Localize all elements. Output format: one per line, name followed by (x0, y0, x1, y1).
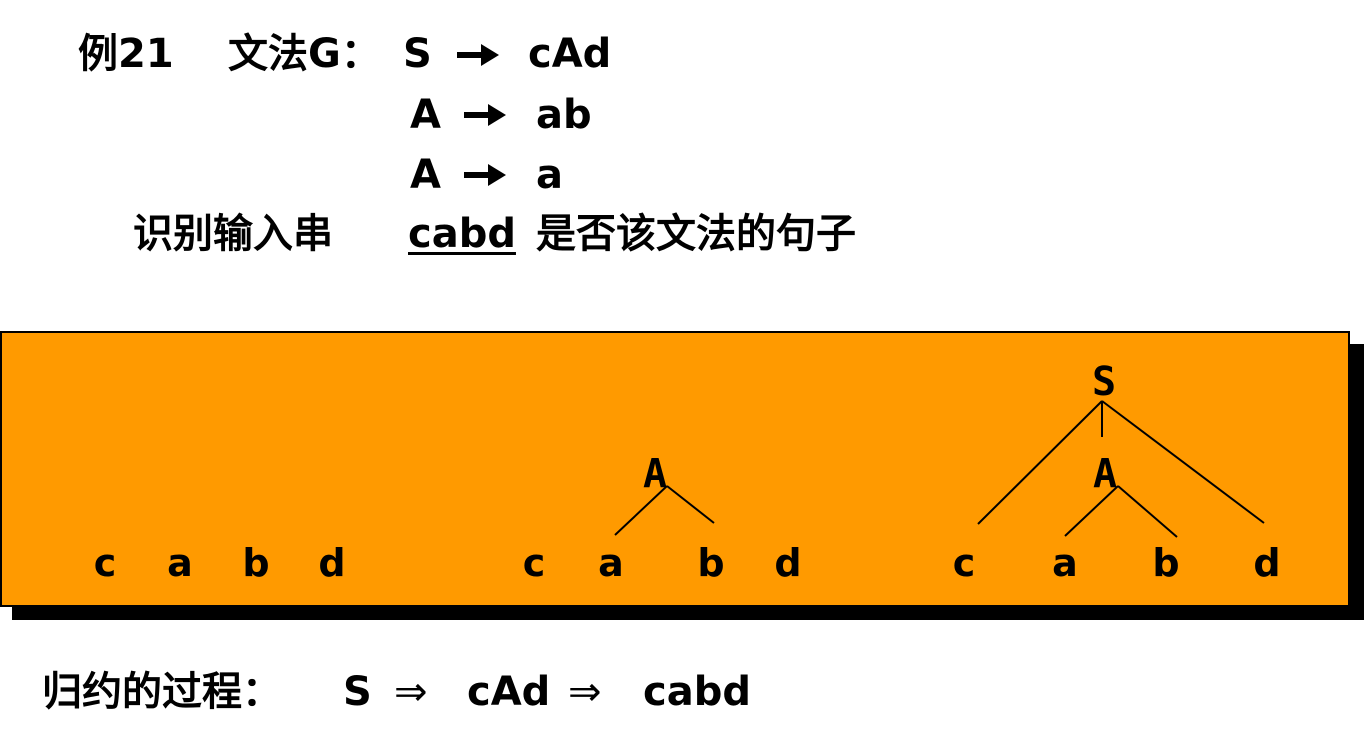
stage2-leaf-d: d (774, 541, 801, 585)
stage2-leaf-c: c (523, 541, 546, 585)
task-suffix: 是否该文法的句子 (536, 211, 856, 257)
stage3-edge-A-b (1117, 485, 1178, 538)
production-1-rhs: cAd (528, 31, 612, 77)
production-2-rhs: ab (536, 92, 592, 138)
stage2-edge-A-b (666, 485, 715, 524)
production-3-rhs: a (536, 152, 563, 198)
production-3-lhs: A (410, 152, 441, 198)
production-arrow-icon (464, 164, 506, 186)
parse-tree-panel: c a b d A c a b d S A c a b d (0, 331, 1350, 607)
production-arrow-icon (464, 104, 506, 126)
stage2-leaf-a: a (598, 541, 624, 585)
derives-arrow-icon: ⇒ (394, 669, 428, 715)
stage3-leaf-d: d (1253, 541, 1280, 585)
stage1-leaf-b: b (242, 541, 269, 585)
reduction-step-1: S (343, 669, 372, 715)
parse-trees: c a b d A c a b d S A c a b d (94, 359, 1281, 585)
task-input-string: cabd (408, 211, 516, 257)
derives-arrow-icon: ⇒ (568, 669, 602, 715)
stage3-leaf-c: c (953, 541, 976, 585)
stage2-edge-A-a (614, 485, 668, 536)
production-1-lhs: S (403, 31, 432, 77)
reduction-step-2: cAd (467, 669, 551, 715)
reduction-label: 归约的过程： (42, 669, 282, 715)
task-prefix: 识别输入串 (133, 211, 333, 257)
stage1-leaf-c: c (94, 541, 117, 585)
production-2-lhs: A (410, 92, 441, 138)
stage2-leaf-b: b (697, 541, 724, 585)
reduction-step-3: cabd (643, 669, 751, 715)
example-label: 例21 (78, 31, 174, 77)
stage3-leaf-b: b (1152, 541, 1179, 585)
stage3-leaf-a: a (1052, 541, 1078, 585)
stage3-edge-S-d (1101, 400, 1265, 524)
stage3-root-S: S (1092, 359, 1116, 405)
grammar-label: 文法G： (228, 31, 381, 77)
stage1-leaf-a: a (167, 541, 193, 585)
stage3-edge-S-c (977, 400, 1103, 525)
production-arrow-icon (457, 44, 499, 66)
stage3-edge-A-a (1064, 485, 1119, 537)
stage1-leaf-d: d (318, 541, 345, 585)
